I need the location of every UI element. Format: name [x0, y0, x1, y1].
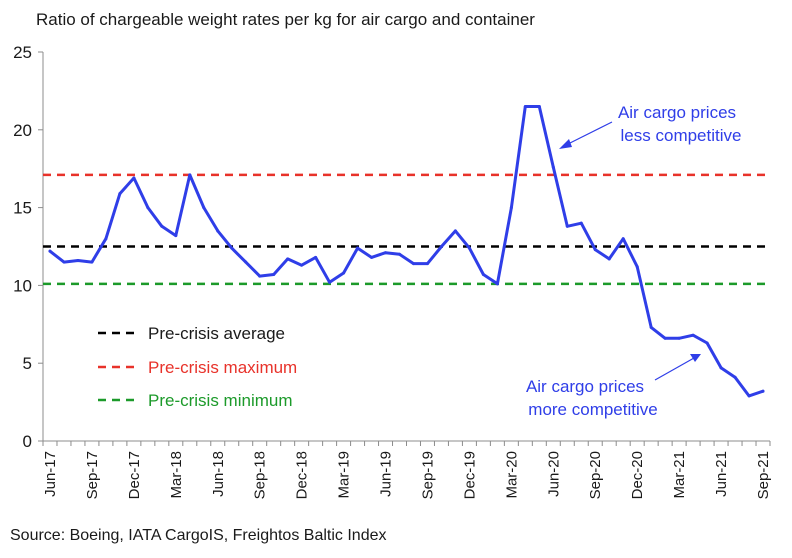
- data-point: [244, 260, 248, 264]
- series-group: [48, 104, 765, 398]
- data-point: [593, 248, 597, 252]
- data-point: [188, 173, 192, 177]
- data-point: [467, 246, 471, 250]
- annotation-arrowhead-up: [559, 139, 572, 149]
- data-point: [342, 271, 346, 275]
- x-tick-label: Dec-20: [629, 451, 646, 499]
- x-tick-label: Jun-21: [713, 451, 730, 497]
- x-tick-label: Mar-18: [168, 451, 185, 499]
- data-point: [398, 252, 402, 256]
- data-point: [635, 265, 639, 269]
- y-tick-label: 20: [13, 121, 32, 140]
- data-point: [481, 273, 485, 277]
- x-tick-label: Jun-17: [42, 451, 59, 497]
- data-point: [76, 259, 80, 263]
- data-point: [607, 257, 611, 261]
- x-tick-label: Sep-17: [84, 451, 101, 499]
- data-point: [579, 221, 583, 225]
- data-point: [314, 255, 318, 259]
- legend: Pre-crisis average Pre-crisis maximum Pre-…: [98, 324, 297, 410]
- data-point: [747, 394, 751, 398]
- data-point: [384, 251, 388, 255]
- series-line: [48, 105, 765, 398]
- data-point: [174, 234, 178, 238]
- annotation-arrow-down: [654, 357, 695, 381]
- data-point: [132, 176, 136, 180]
- y-tick-label: 10: [13, 276, 32, 295]
- chart-title: Ratio of chargeable weight rates per kg …: [36, 10, 535, 29]
- data-point: [677, 336, 681, 340]
- data-point: [202, 206, 206, 210]
- data-point: [90, 260, 94, 264]
- data-point: [328, 280, 332, 284]
- y-tick-label: 15: [13, 199, 32, 218]
- data-point: [258, 274, 262, 278]
- x-tick-label: Sep-21: [755, 451, 772, 499]
- data-point: [286, 257, 290, 261]
- data-point: [48, 249, 52, 253]
- data-point: [104, 237, 108, 241]
- y-tick-label: 5: [23, 354, 32, 373]
- source-note: Source: Boeing, IATA CargoIS, Freightos …: [10, 527, 387, 544]
- data-point: [300, 263, 304, 267]
- x-tick-label: Mar-21: [671, 451, 688, 499]
- x-tick-label: Jun-18: [210, 451, 227, 497]
- data-point: [523, 104, 527, 108]
- x-tick-label: Mar-19: [336, 451, 353, 499]
- legend-label: Pre-crisis maximum: [148, 358, 297, 377]
- annotation-arrow-up: [565, 121, 613, 146]
- data-point: [62, 260, 66, 264]
- data-point: [160, 224, 164, 228]
- annotation-arrowhead-down: [690, 354, 701, 362]
- data-point: [691, 333, 695, 337]
- data-point: [439, 245, 443, 248]
- data-point: [565, 224, 569, 228]
- data-point: [761, 389, 765, 393]
- x-tick-label: Dec-19: [461, 451, 478, 499]
- data-point: [370, 255, 374, 259]
- legend-label: Pre-crisis average: [148, 324, 285, 343]
- x-tick-label: Jun-20: [545, 451, 562, 497]
- x-tick-label: Jun-19: [378, 451, 395, 497]
- data-point: [118, 192, 122, 196]
- annotation-more-competitive-line1: Air cargo prices: [526, 377, 644, 396]
- data-point: [733, 375, 737, 379]
- data-point: [425, 262, 429, 266]
- legend-label: Pre-crisis minimum: [148, 391, 293, 410]
- reference-lines: [43, 173, 770, 286]
- data-point: [495, 282, 499, 286]
- data-point: [146, 206, 150, 210]
- annotation-less-competitive-line1: Air cargo prices: [618, 103, 736, 122]
- data-point: [453, 229, 457, 233]
- x-axis: Jun-17 Sep-17 Dec-17 Mar-18 Jun-18 Sep-18 Dec-…: [42, 440, 772, 499]
- annotations: Air cargo prices less competitive Air carg…: [526, 103, 742, 419]
- data-point: [230, 246, 234, 250]
- data-point: [705, 341, 709, 345]
- data-point: [216, 229, 220, 233]
- y-axis: 0 5 10 15 20 25: [13, 43, 44, 451]
- data-point: [411, 262, 415, 266]
- x-tick-label: Sep-18: [252, 451, 269, 499]
- x-tick-label: Dec-18: [294, 451, 311, 499]
- x-tick-label: Sep-19: [419, 451, 436, 499]
- x-tick-label: Sep-20: [587, 451, 604, 499]
- data-point: [272, 273, 276, 277]
- annotation-more-competitive-line2: more competitive: [528, 400, 657, 419]
- data-point: [663, 336, 667, 340]
- data-point: [621, 237, 625, 241]
- y-tick-label: 0: [23, 432, 32, 451]
- data-point: [509, 206, 513, 210]
- y-tick-label: 25: [13, 43, 32, 62]
- x-tick-label: Dec-17: [126, 451, 143, 499]
- annotation-less-competitive-line2: less competitive: [621, 126, 742, 145]
- x-tick-label: Mar-20: [503, 451, 520, 499]
- data-point: [537, 104, 541, 108]
- data-point: [649, 325, 653, 329]
- data-point: [719, 366, 723, 370]
- data-point: [551, 165, 555, 169]
- data-point: [356, 246, 360, 250]
